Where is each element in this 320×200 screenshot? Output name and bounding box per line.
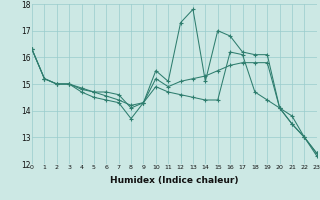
- X-axis label: Humidex (Indice chaleur): Humidex (Indice chaleur): [110, 176, 239, 185]
